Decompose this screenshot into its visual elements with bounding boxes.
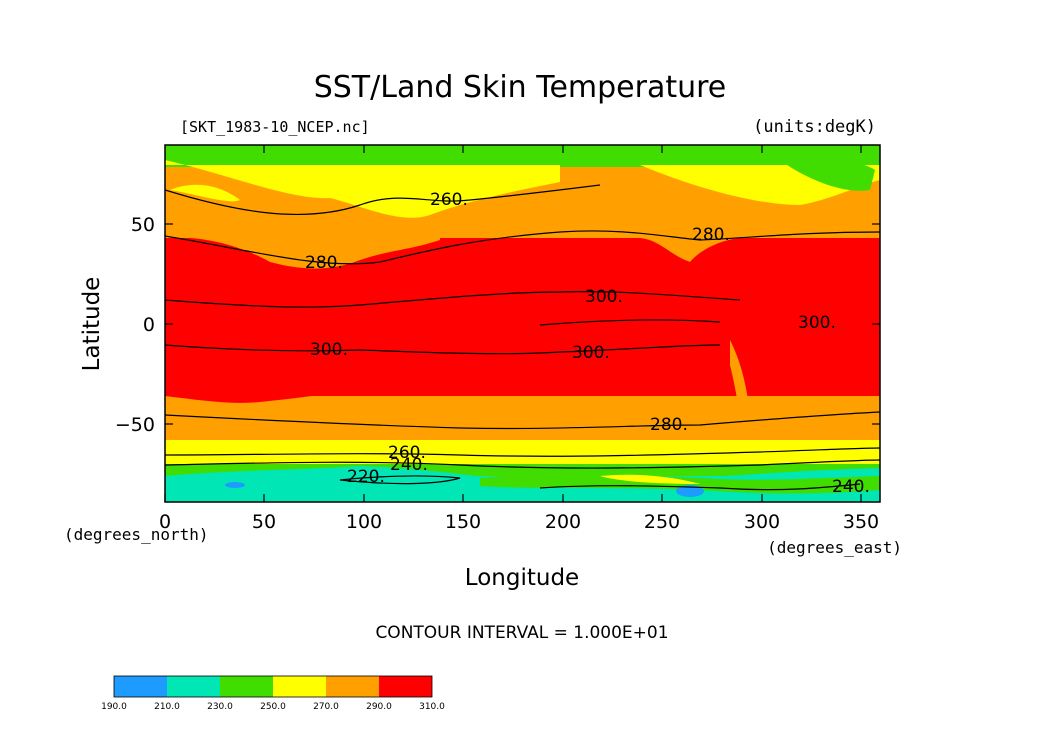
band-north-pole-green xyxy=(165,145,880,167)
antarctic-yellow-spot xyxy=(600,474,700,484)
x-tick-label: 0 xyxy=(159,511,171,533)
x-tick-label: 300 xyxy=(744,511,780,533)
y-tick-labels: 50 0 −50 xyxy=(115,214,155,436)
contour-280-south xyxy=(165,411,880,430)
x-axis-label: Longitude xyxy=(465,565,579,591)
x-tick-label: 100 xyxy=(346,511,382,533)
colorbar-label: 250.0 xyxy=(260,702,286,712)
y-tick-label: 50 xyxy=(131,214,155,236)
namerica-orange-notch xyxy=(640,238,740,262)
colorbar-label: 270.0 xyxy=(313,702,339,712)
europe-yellow xyxy=(170,184,240,202)
colorbar-label: 290.0 xyxy=(366,702,392,712)
contour-label: 300. xyxy=(572,343,610,363)
greenland-green xyxy=(780,158,875,191)
contour-label: 300. xyxy=(798,313,836,333)
colorbar-swatch xyxy=(167,676,220,697)
contour-260-north xyxy=(165,184,601,216)
x-tick-label: 200 xyxy=(545,511,581,533)
contour-label: 220. xyxy=(347,467,385,487)
y-axis-label: Latitude xyxy=(79,277,105,372)
southern-red-edge xyxy=(165,380,730,403)
colorbar-labels: 190.0 210.0 230.0 250.0 270.0 290.0 310.… xyxy=(101,702,445,712)
map-title: SST/Land Skin Temperature xyxy=(314,70,727,105)
contour-label: 280. xyxy=(692,225,730,245)
siberia-yellow xyxy=(165,160,560,218)
x-tick-label: 150 xyxy=(445,511,481,533)
contour-label: 240. xyxy=(832,477,870,497)
contour-label: 240. xyxy=(390,455,428,475)
contour-260-south xyxy=(165,447,880,457)
axis-ticks xyxy=(164,145,880,502)
contour-300-south xyxy=(165,344,721,355)
x-tick-label: 250 xyxy=(644,511,680,533)
x-tick-label: 350 xyxy=(843,511,879,533)
colorbar-swatch xyxy=(326,676,379,697)
colorbar-swatch xyxy=(273,676,326,697)
colorbar-swatch xyxy=(220,676,273,697)
contour-label: 260. xyxy=(430,190,468,210)
contour-220 xyxy=(339,475,461,485)
contour-label: 280. xyxy=(305,253,343,273)
contour-labels: 260. 280. 280. 300. 300. 300. 300. 280. … xyxy=(305,190,870,497)
contour-300-eq xyxy=(539,319,721,326)
y-axis-units: (degrees_north) xyxy=(64,525,209,544)
y-tick-label: −50 xyxy=(115,414,155,436)
x-tick-label: 50 xyxy=(252,511,276,533)
colorbar-label: 230.0 xyxy=(207,702,233,712)
contour-240-antarctic xyxy=(539,483,861,491)
temperature-field xyxy=(165,145,880,502)
colorbar-swatch xyxy=(114,676,167,697)
contour-interval-text: CONTOUR INTERVAL = 1.000E+01 xyxy=(375,623,668,643)
colorbar-frame xyxy=(113,675,433,698)
colorbar-label: 310.0 xyxy=(419,702,445,712)
colorbar-swatch xyxy=(379,676,432,697)
asia-orange-notch xyxy=(165,237,440,269)
contour-240-south xyxy=(165,459,880,469)
x-tick-labels: 0 50 100 150 200 250 300 350 xyxy=(159,511,879,533)
contour-300-north xyxy=(165,291,741,308)
contour-lines xyxy=(165,184,880,491)
colorbar-label: 210.0 xyxy=(154,702,180,712)
x-axis-units: (degrees_east) xyxy=(767,538,902,557)
contour-label: 280. xyxy=(650,415,688,435)
andes-orange xyxy=(730,340,749,425)
contour-label: 300. xyxy=(585,287,623,307)
contour-280-north xyxy=(165,230,880,265)
cold-spot-1 xyxy=(676,485,704,497)
y-tick-label: 0 xyxy=(143,314,155,336)
cold-spot-2 xyxy=(225,482,245,488)
file-label: [SKT_1983-10_NCEP.nc] xyxy=(180,118,370,136)
contour-label: 300. xyxy=(310,340,348,360)
colorbar-label: 190.0 xyxy=(101,702,127,712)
colorbar xyxy=(113,675,433,698)
contour-label: 260. xyxy=(388,443,426,463)
units-label: (units:degK) xyxy=(753,117,876,137)
